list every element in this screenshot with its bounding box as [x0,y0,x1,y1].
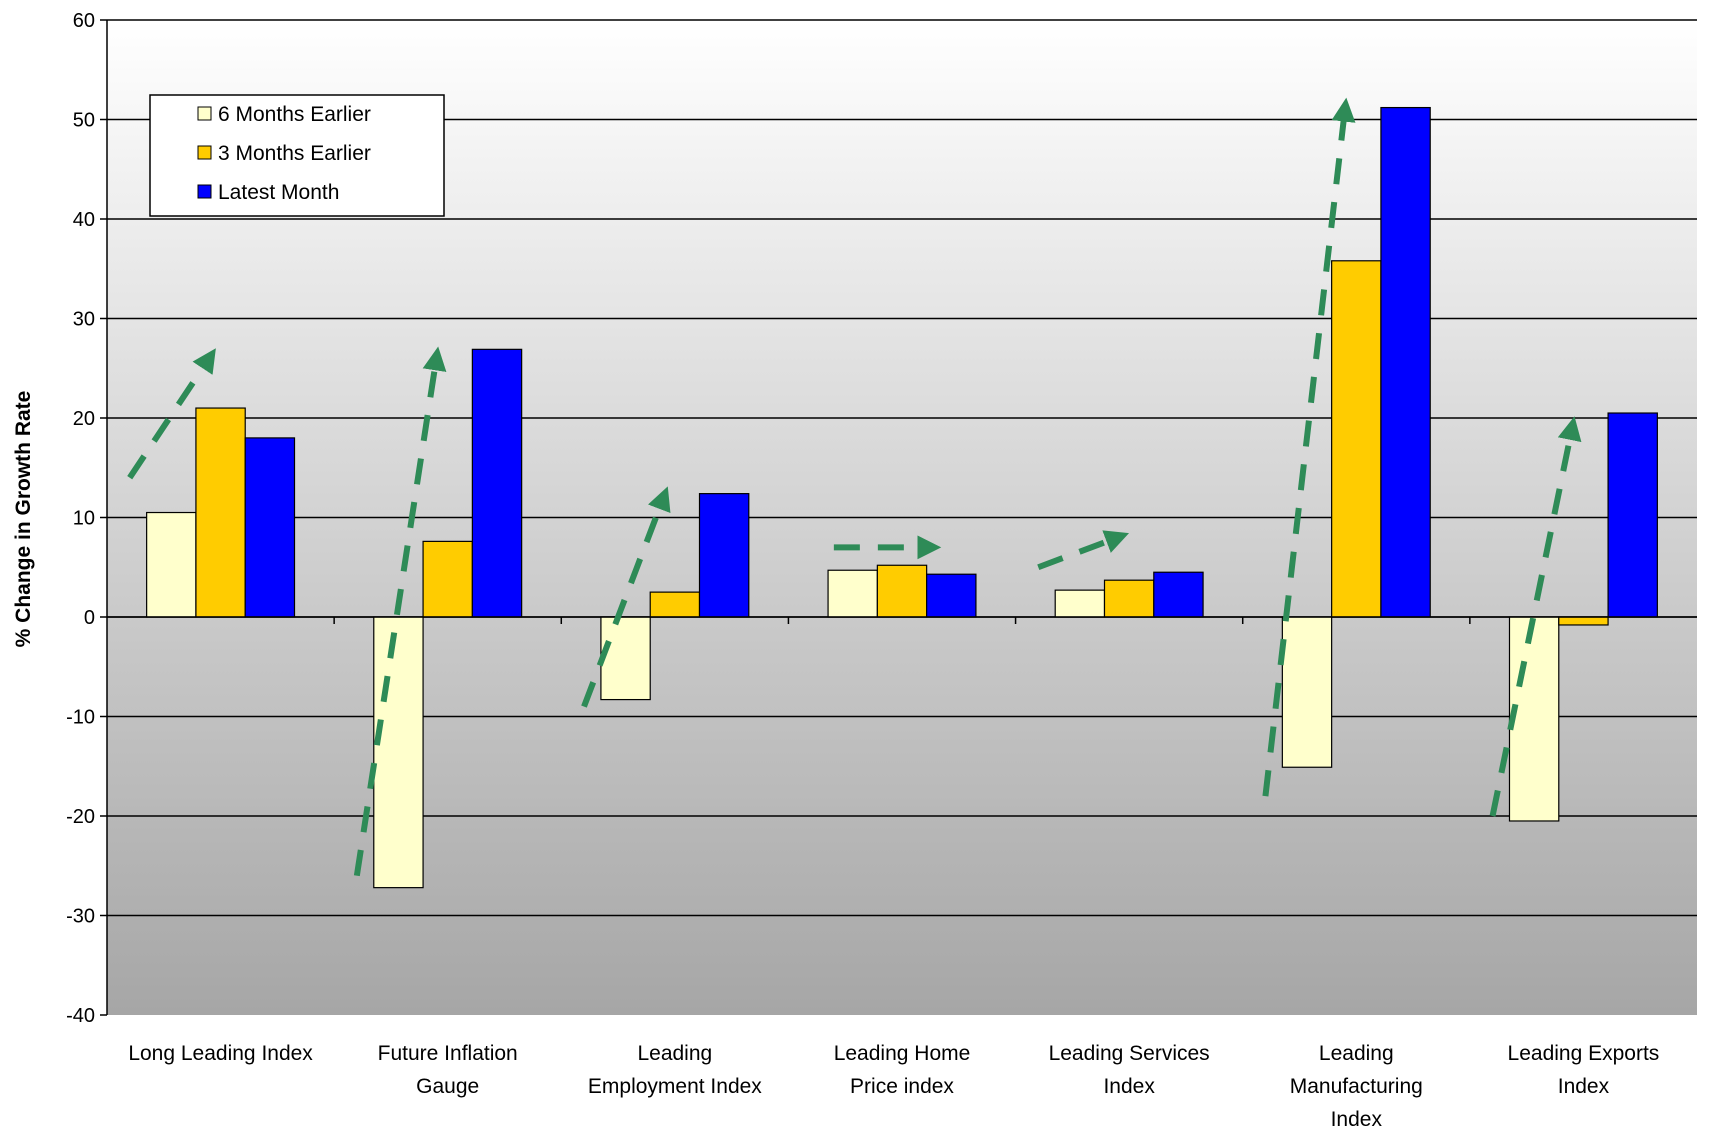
y-tick-label: -10 [66,707,95,729]
x-category-label: Leading Home Price index [834,1042,971,1098]
bar [1331,260,1382,618]
y-tick-label: -40 [66,1005,95,1027]
x-category-label: Future Inflation Gauge [378,1042,518,1098]
trend-arrow [1037,530,1130,571]
y-axis-title: % Change in Growth Rate [12,391,35,648]
y-tick-label: 40 [73,209,95,231]
y-tick-label: 10 [73,508,95,530]
x-category-label: Leading Exports Index [1508,1042,1660,1098]
bar [195,407,246,618]
bar [422,540,473,618]
bar [1508,616,1560,822]
bar [244,437,296,618]
y-tick-label: 60 [73,10,95,32]
legend: 6 Months Earlier 3 Months Earlier Latest M… [149,94,445,217]
bar [1380,106,1431,618]
bar [1054,589,1106,618]
trend-arrow [1262,97,1356,797]
x-category-label: Long Leading Index [128,1042,313,1065]
legend-swatch [197,145,212,160]
bar [876,564,928,618]
legend-label: 6 Months Earlier [218,103,371,126]
legend-swatch [197,184,212,199]
trend-arrow [127,348,216,480]
bar [827,569,878,618]
y-tick-label: 20 [73,408,95,430]
bar [1607,412,1658,618]
legend-label: 3 Months Earlier [218,142,371,165]
legend-swatch [197,106,212,121]
legend-label: Latest Month [218,181,339,204]
x-category-label: Leading Services Index [1049,1042,1210,1098]
y-tick-label: 0 [84,607,95,629]
bar [1558,616,1609,626]
bar [1281,616,1333,768]
bar [926,573,977,618]
trend-arrow [581,486,671,708]
x-category-label: Leading Manufacturing Index [1290,1042,1423,1128]
trend-arrow [1489,416,1582,817]
y-tick-label: -20 [66,806,95,828]
trend-arrows [127,97,1582,877]
bar [471,348,523,618]
bar [1103,579,1155,618]
x-category-label: Leading Employment Index [588,1042,762,1098]
bars [146,106,1658,889]
y-tick-label: 50 [73,110,95,132]
y-tick-label: -30 [66,906,95,928]
x-category-labels: Long Leading Index Future Inflation Gauge L… [128,1042,1660,1131]
bar [1153,571,1204,618]
bar [373,616,424,889]
bar [146,511,197,618]
bar [698,493,750,618]
y-tick-labels: -40 -30 -20 -10 0 10 20 30 40 50 60 [66,10,107,1027]
y-tick-label: 30 [73,309,95,331]
bar [600,616,651,701]
bar [649,591,701,618]
